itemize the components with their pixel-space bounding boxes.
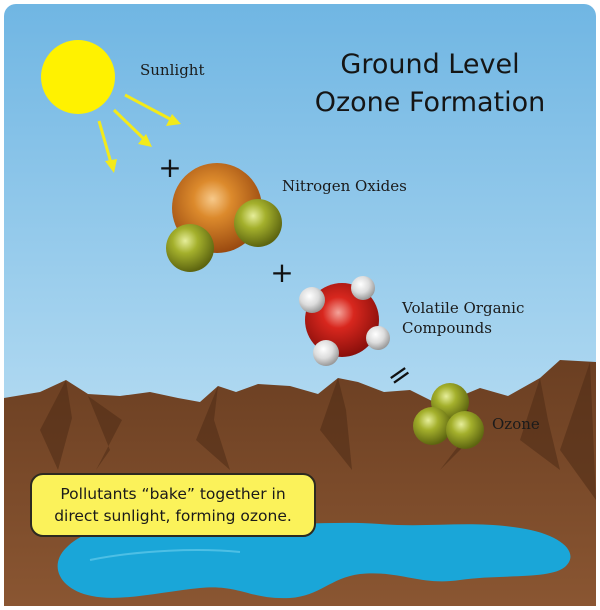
sun-ray [124, 93, 173, 122]
nitrogen-oxides-label: Nitrogen Oxides [282, 177, 407, 195]
sun-ray [97, 120, 113, 164]
plus-sign: + [270, 256, 293, 289]
oxygen-atom [166, 224, 214, 272]
mountain-shading [40, 362, 596, 500]
lake-highlight [89, 549, 241, 561]
sun-ray-arrowhead [105, 159, 117, 173]
sunlight-label: Sunlight [140, 61, 205, 79]
voc-label-line-1: Volatile Organic [402, 299, 525, 317]
sun-ray [112, 108, 147, 142]
lake [57, 522, 571, 599]
hydrogen-atom [351, 276, 375, 300]
title-line-1: Ground Level [340, 49, 520, 80]
voc-molecule [299, 276, 390, 366]
hydrogen-atom [299, 287, 325, 313]
ozone-label: Ozone [492, 415, 540, 433]
hydrogen-atom [313, 340, 339, 366]
sun-ray-arrowhead [138, 134, 152, 147]
ozone-molecule [413, 383, 484, 449]
sun-rays [97, 93, 181, 173]
callout-box: Pollutants “bake” together in direct sun… [30, 473, 316, 537]
oxygen-atom [234, 199, 282, 247]
nitrogen-oxide-molecule [166, 163, 282, 272]
hydrogen-atom [366, 326, 390, 350]
voc-label: Volatile Organic Compounds [402, 298, 524, 338]
title-line-2: Ozone Formation [314, 87, 546, 118]
oxygen-atom [446, 411, 484, 449]
diagram-title: Ground Level Ozone Formation [290, 46, 570, 122]
voc-label-line-2: Compounds [402, 319, 492, 337]
oxygen-atom [413, 407, 451, 445]
sun-icon [41, 40, 115, 114]
plus-sign: + [158, 151, 181, 184]
sun-ray-arrowhead [166, 114, 181, 126]
